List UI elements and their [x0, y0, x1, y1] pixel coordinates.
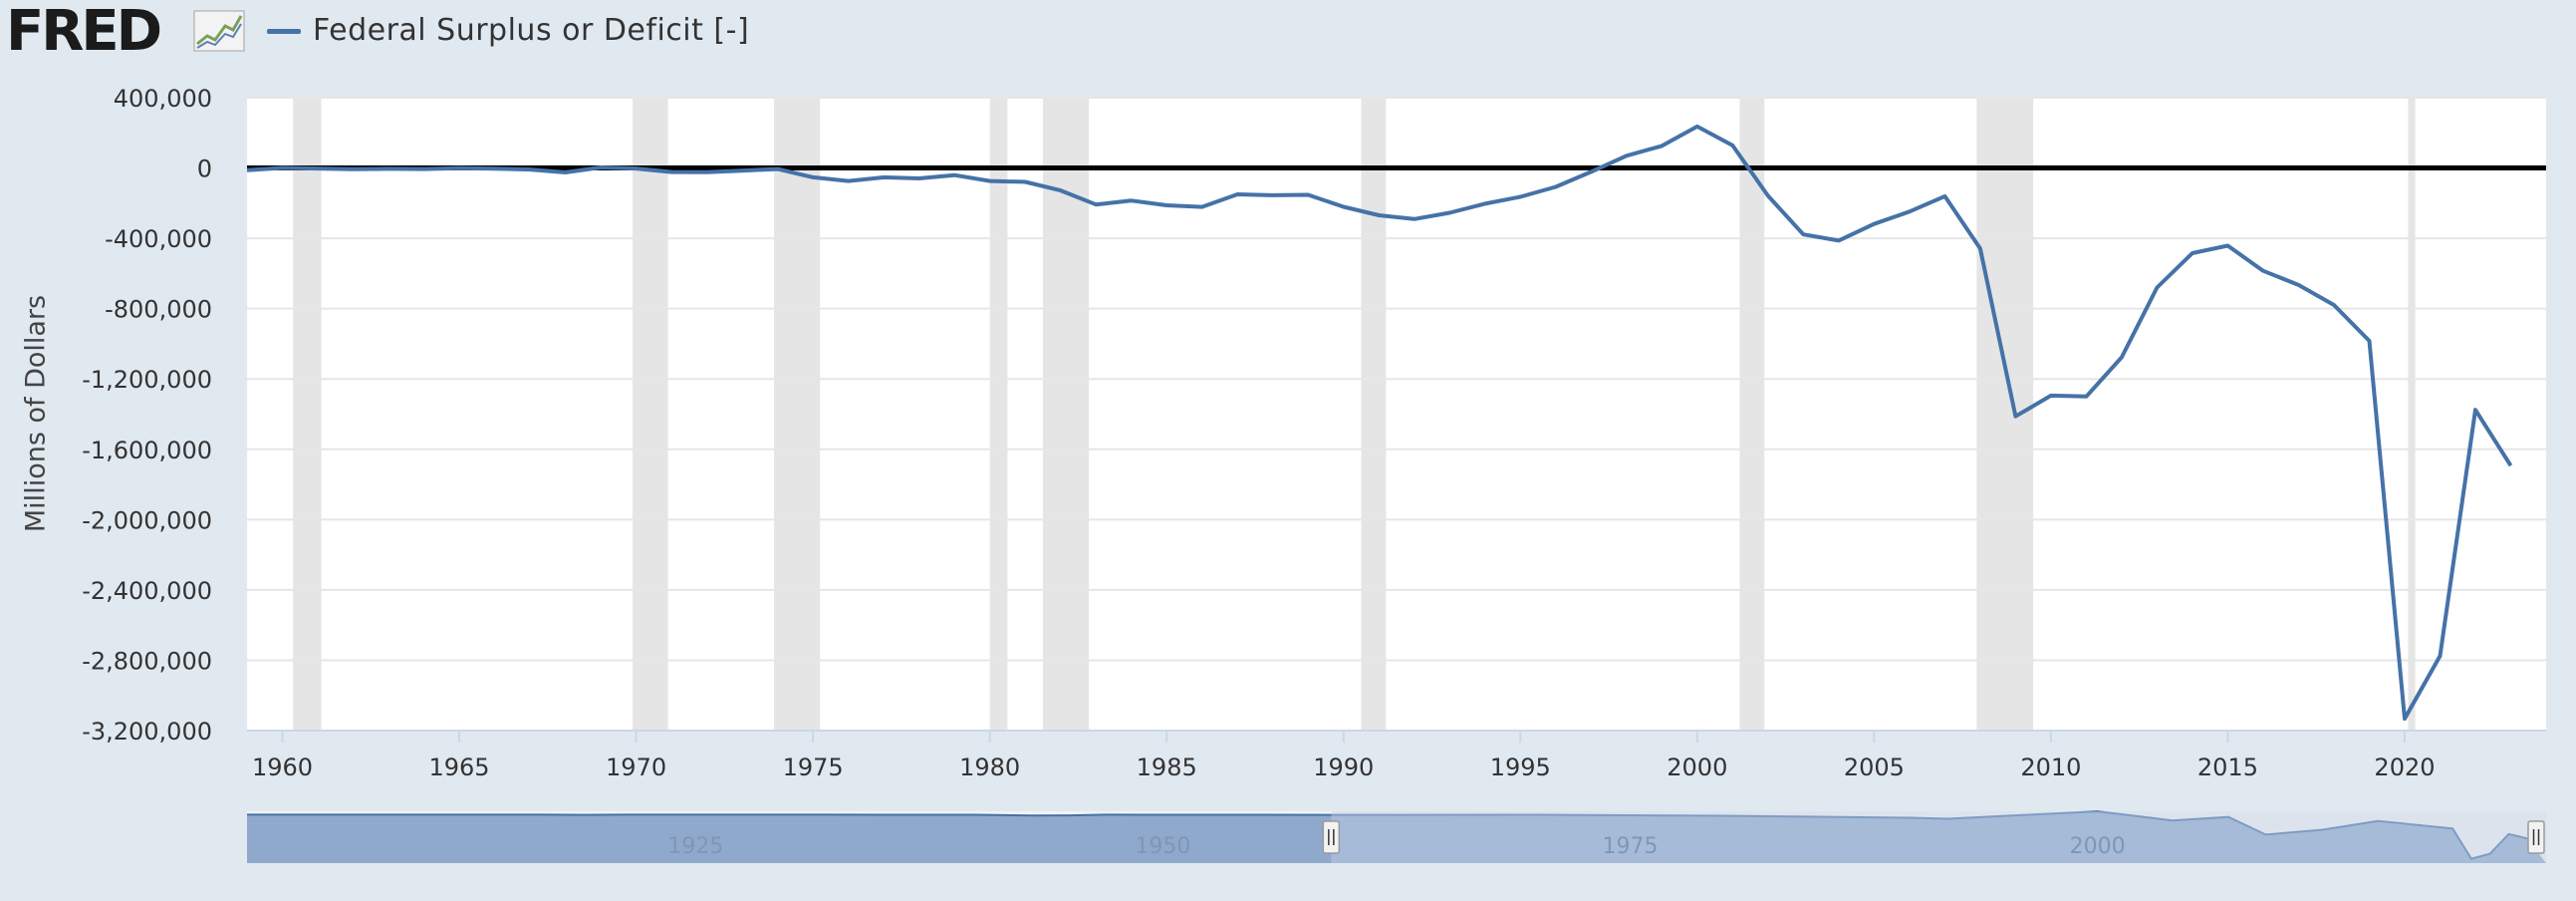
y-tick-label: -2,800,000 [82, 647, 212, 675]
recession-band [1739, 98, 1765, 731]
recession-band [293, 98, 322, 731]
legend-swatch [267, 29, 301, 34]
series-line[interactable] [246, 124, 2513, 722]
y-tick-label: -1,200,000 [82, 366, 212, 394]
x-tick-label: 2010 [2020, 753, 2081, 777]
x-tick-label: 1965 [429, 753, 490, 777]
x-tick-label: 2020 [2374, 753, 2435, 777]
recession-band [774, 98, 821, 731]
y-tick-label: -3,200,000 [82, 718, 212, 746]
y-tick-label: -1,600,000 [82, 437, 212, 464]
y-tick-label: 400,000 [114, 85, 212, 113]
recession-band [1361, 98, 1387, 731]
fred-logo[interactable]: FRED [6, 0, 162, 64]
navigator-handle-left[interactable] [1322, 820, 1341, 854]
x-tick-label: 1970 [606, 753, 666, 777]
x-tick-label: 2015 [2197, 753, 2258, 777]
navigator-label: 2000 [2070, 834, 2126, 859]
y-tick-label: -2,000,000 [82, 506, 212, 534]
navigator-series-area [247, 811, 2546, 863]
x-tick-label: 1990 [1313, 753, 1374, 777]
chart-line-icon [193, 10, 245, 52]
x-tick-label: 2000 [1667, 753, 1727, 777]
x-tick-label: 1985 [1137, 753, 1197, 777]
handle-body[interactable] [1322, 820, 1341, 854]
plot-area [247, 98, 2546, 731]
recession-band [633, 98, 668, 731]
navigator-selection[interactable] [1331, 811, 2546, 863]
navigator[interactable]: 1925 1950 1975 2000 [247, 807, 2546, 865]
x-tick-label: 1975 [783, 753, 844, 777]
navigator-label: 1950 [1135, 834, 1190, 859]
y-tick-label: -2,400,000 [82, 577, 212, 605]
recession-band [989, 98, 1008, 731]
x-tick-label: 1980 [959, 753, 1020, 777]
recession-band [1042, 98, 1090, 731]
navigator-series-line [247, 810, 2528, 860]
navigator-label: 1925 [667, 834, 723, 859]
chart[interactable]: 400,000 0 -400,000 -800,000 -1,200,000 -1,600… [0, 0, 2576, 777]
navigator-handle-right[interactable] [2527, 820, 2545, 854]
y-tick-label: -800,000 [105, 296, 212, 324]
recession-band [1976, 98, 2034, 731]
y-tick-label: 0 [197, 155, 212, 183]
header: FRED Federal Surplus or Deficit [-] [0, 0, 1195, 64]
x-tick-label: 2005 [1844, 753, 1905, 777]
handle-body[interactable] [2527, 820, 2545, 854]
x-tick-label: 1995 [1490, 753, 1551, 777]
x-tick-label: 1960 [252, 753, 313, 777]
y-tick-label: -400,000 [105, 225, 212, 253]
navigator-label: 1975 [1603, 834, 1659, 859]
legend-series-label: Federal Surplus or Deficit [-] [313, 13, 750, 48]
recession-band [2408, 98, 2416, 731]
